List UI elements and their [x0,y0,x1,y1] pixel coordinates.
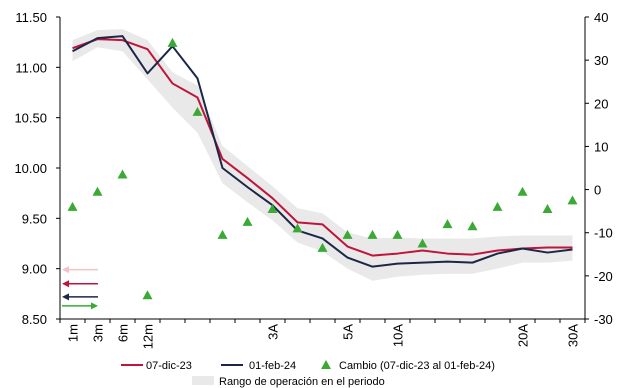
x-tick-label: 30A [566,324,581,347]
change-marker [242,216,253,226]
change-marker [292,223,303,233]
x-tick-label: 10A [391,324,406,347]
change-marker [67,201,78,211]
left-tick-label: 11.50 [15,10,47,25]
arrows-layer [62,266,98,310]
left-tick-label: 10.50 [14,111,47,126]
change-marker [217,229,228,239]
change-marker [392,229,403,239]
axes-layer [56,16,589,323]
x-tick-label: 1m [66,324,81,342]
series-line-01-feb-24 [72,35,573,268]
indicator-arrow-head [91,302,98,310]
legend-label-01-feb-24: 01-feb-24 [249,360,296,372]
change-marker [442,219,453,229]
left-tick-label: 10.00 [14,161,47,176]
change-marker [267,203,278,213]
change-marker [317,242,328,252]
indicator-arrow-head [62,280,69,288]
change-marker [342,229,353,239]
change-marker [92,186,103,196]
change-marker [567,195,578,205]
right-tick-label: -20 [594,269,613,284]
range-band-layer [72,29,573,281]
x-tick-label: 20A [516,324,531,347]
indicator-arrow-head [62,266,69,274]
indicator-arrow-head [62,293,69,301]
series-line-07-dic-23 [72,38,573,257]
legend-label-band: Rango de operación en el periodo [219,376,385,388]
series-lines-layer [72,35,573,268]
x-tick-label: 12m [141,324,156,349]
left-tick-label: 11.00 [15,60,47,75]
legend-swatch-band [192,376,214,385]
change-marker [467,221,478,231]
right-tick-label: 0 [594,183,601,198]
left-tick-label: 8.50 [22,312,47,327]
range-band [72,29,573,281]
left-tick-label: 9.50 [22,211,47,226]
right-tick-label: 20 [594,96,608,111]
right-tick-label: 10 [594,139,608,154]
right-tick-label: -30 [594,312,613,327]
right-tick-label: -10 [594,226,613,241]
change-marker [492,201,503,211]
x-tick-label: 3m [91,324,106,342]
legend-label-07-dic-23: 07-dic-23 [146,360,192,372]
x-tick-label: 5A [341,324,356,340]
change-marker [117,169,128,179]
change-marker [167,37,178,47]
right-tick-label: 30 [594,53,608,68]
change-marker [367,229,378,239]
change-marker [542,203,553,213]
legend: 07-dic-23 01-feb-24 Cambio (07-dic-23 al… [121,360,495,388]
legend-swatch-triangle [321,360,331,369]
left-tick-label: 9.00 [22,262,47,277]
change-marker [192,106,203,116]
change-marker [517,186,528,196]
x-tick-label: 6m [116,324,131,342]
change-marker [142,290,153,300]
right-tick-label: 40 [594,10,608,25]
change-markers-layer [67,37,578,300]
legend-label-cambio: Cambio (07-dic-23 al 01-feb-24) [339,360,495,372]
tick-labels-layer: 8.50 9.00 9.50 10.00 10.50 11.00 11.50 -30 -20 -1… [14,10,612,349]
change-marker [417,238,428,248]
x-tick-label: 3A [266,324,281,340]
